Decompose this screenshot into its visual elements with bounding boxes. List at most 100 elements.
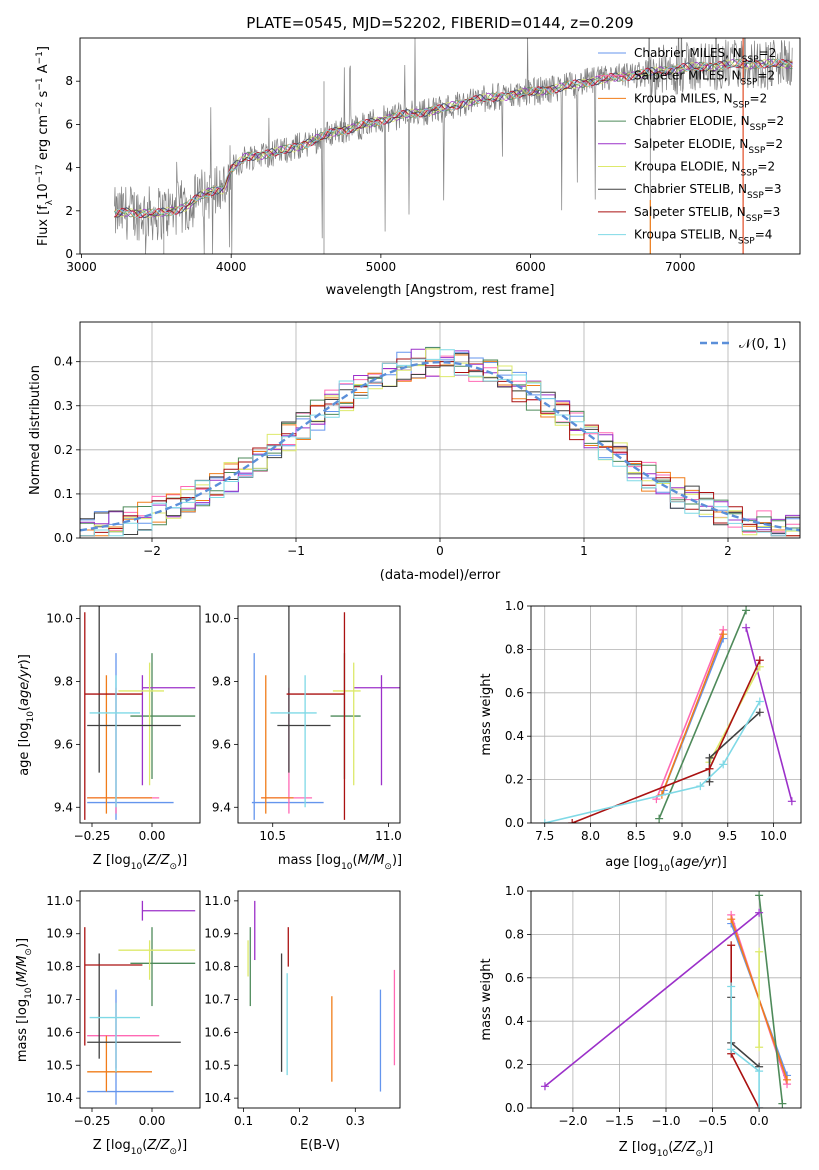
errorbar-salpeter_stelib: [84, 927, 143, 1046]
series-line-kroupa_stelib: [544, 701, 761, 823]
y-tick-label: 1.0: [505, 884, 524, 898]
errorbar-chabrier_miles: [251, 653, 324, 820]
x-tick-label: 9.5: [718, 829, 737, 843]
errorbar-salpeter_miles: [87, 687, 160, 814]
errorbar-chabrier_miles: [87, 989, 174, 1105]
x-axis-label: E(B-V): [300, 1138, 340, 1153]
series-marker-chabrier_stelib: [705, 753, 714, 762]
y-tick-label: 1.0: [505, 599, 524, 613]
series-marker-salpeter_elodie: [540, 1082, 549, 1091]
y-tick-label: 9.4: [212, 800, 231, 814]
series-chabrier_elodie: [655, 606, 751, 823]
series-marker-salpeter_stelib: [705, 764, 714, 773]
x-tick-label: 3000: [66, 260, 97, 274]
errorbar-kroupa_stelib: [89, 1002, 140, 1072]
x-axis-label: wavelength [Angstrom, rest frame]: [326, 283, 555, 298]
legend-label-salpeter_stelib: Salpeter STELIB, NSSP=3: [634, 205, 780, 224]
y-tick-label: 10.6: [204, 1025, 231, 1039]
series-marker-kroupa_stelib: [540, 819, 549, 823]
y-tick-label: 9.8: [212, 674, 231, 688]
series-line-kroupa_miles: [661, 633, 724, 796]
y-tick-label: 10.7: [204, 993, 231, 1007]
legend-label-kroupa_elodie: Kroupa ELODIE, NSSP=2: [634, 160, 775, 179]
errorbar-kroupa_elodie: [332, 662, 361, 786]
errorbar-chabrier_stelib: [277, 606, 331, 773]
y-tick-label: 0: [65, 247, 73, 261]
x-tick-label: −0.25: [74, 829, 111, 843]
series-line-chabrier_elodie: [658, 609, 747, 820]
errorbar-kroupa_stelib: [270, 675, 317, 808]
series-salpeter_stelib: [727, 941, 764, 1108]
series-chabrier_stelib: [705, 708, 764, 786]
x-tick-label: 7000: [665, 260, 696, 274]
y-tick-label: 9.4: [54, 800, 73, 814]
errorbar-kroupa_elodie: [118, 662, 164, 786]
axes-frame: [530, 890, 802, 1109]
x-axis-label: mass [log10(M/M⊙)]: [278, 853, 402, 872]
series-marker-kroupa_stelib: [719, 760, 728, 769]
x-tick-label: 1: [580, 544, 588, 558]
x-tick-label: 2: [724, 544, 732, 558]
legend-label-kroupa_stelib: Kroupa STELIB, NSSP=4: [634, 228, 772, 247]
x-tick-label: 0.1: [234, 1114, 253, 1128]
x-axis-label: (data-model)/error: [380, 568, 501, 583]
errorbar-chabrier_stelib: [87, 953, 181, 1059]
y-tick-label: 0.6: [505, 971, 524, 985]
x-tick-label: 0.00: [139, 1114, 166, 1128]
axes-frame: [79, 605, 201, 824]
x-axis-label: Z [log10(Z/Z⊙)]: [93, 853, 187, 872]
series-chabrier_elodie: [755, 891, 787, 1108]
y-tick-label: 0.4: [505, 729, 524, 743]
y-axis-label: mass [log10(M/M⊙)]: [15, 938, 34, 1062]
plot-content: [531, 891, 801, 1108]
x-tick-label: 7.5: [535, 829, 554, 843]
x-tick-label: 0: [436, 544, 444, 558]
legend-label-chabrier_elodie: Chabrier ELODIE, NSSP=2: [634, 114, 784, 133]
panel-age_vs_Z: −0.25 0.00 9.4 9.6 9.8 10.0 Z [log10(Z/Z⊙)] age…: [17, 605, 201, 872]
y-tick-label: 10.0: [46, 612, 73, 626]
x-tick-label: −1.0: [651, 1114, 680, 1128]
errorbar-chabrier_elodie: [130, 927, 196, 1007]
legend-label-chabrier_stelib: Chabrier STELIB, NSSP=3: [634, 182, 782, 201]
series-line-salpeter_elodie: [544, 912, 760, 1087]
y-tick-label: 0.3: [54, 399, 73, 413]
series-salpeter_elodie: [742, 623, 796, 806]
panel-mass_vs_ebv: 0.1 0.2 0.3 10.4 10.5 10.6 10.7 10.8 10.9 11.0 E(B…: [204, 890, 401, 1153]
x-tick-label: 9.0: [672, 829, 691, 843]
x-tick-label: −2: [143, 544, 161, 558]
axes-frame: [237, 605, 401, 824]
plot-content: [114, 38, 793, 254]
y-tick-label: 0.8: [505, 927, 524, 941]
series-marker-salpeter_stelib: [568, 819, 577, 823]
series-line-salpeter_stelib: [730, 945, 760, 1108]
errorbar-salpeter_stelib: [84, 612, 143, 820]
y-tick-label: 10.9: [46, 927, 73, 941]
spectrum-legend: Chabrier MILES, NSSP=2 Salpeter MILES, NS…: [598, 46, 784, 247]
y-tick-label: 0.6: [505, 686, 524, 700]
gaussian-curve: [80, 360, 800, 532]
y-tick-label: 0.2: [54, 443, 73, 457]
x-tick-label: −1.5: [605, 1114, 634, 1128]
series-marker-chabrier_elodie: [755, 891, 764, 900]
panel-weight_vs_Z: −2.0 −1.5 −1.0 −0.5 0.0 0.0 0.2 0.4 0.6 0.8 1.0 Z […: [479, 884, 802, 1159]
x-tick-label: 0.3: [346, 1114, 365, 1128]
y-axis-label: Flux [fλ10−17 erg cm−2 s−1 A−1]: [35, 46, 55, 246]
legend-label-chabrier_miles: Chabrier MILES, NSSP=2: [634, 46, 776, 65]
y-tick-label: 9.6: [212, 737, 231, 751]
series-marker-kroupa_stelib: [755, 1104, 764, 1108]
series-marker-salpeter_stelib: [755, 656, 764, 665]
series-marker-salpeter_elodie: [742, 623, 751, 632]
y-tick-label: 10.4: [204, 1091, 231, 1105]
x-axis-label: Z [log10(Z/Z⊙)]: [619, 1140, 713, 1159]
errorbar-salpeter_miles: [87, 1002, 160, 1069]
plot-content: [251, 606, 400, 820]
y-tick-label: 10.8: [46, 960, 73, 974]
y-tick-label: 10.9: [204, 927, 231, 941]
legend-label-kroupa_miles: Kroupa MILES, NSSP=2: [634, 91, 767, 110]
series-kroupa_stelib: [540, 697, 764, 823]
y-tick-label: 6: [65, 117, 73, 131]
plot-content: [84, 900, 196, 1105]
axes-frame: [79, 321, 801, 539]
histogram-kroupa_stelib: [80, 349, 800, 537]
errorbar-kroupa_miles: [87, 675, 152, 814]
